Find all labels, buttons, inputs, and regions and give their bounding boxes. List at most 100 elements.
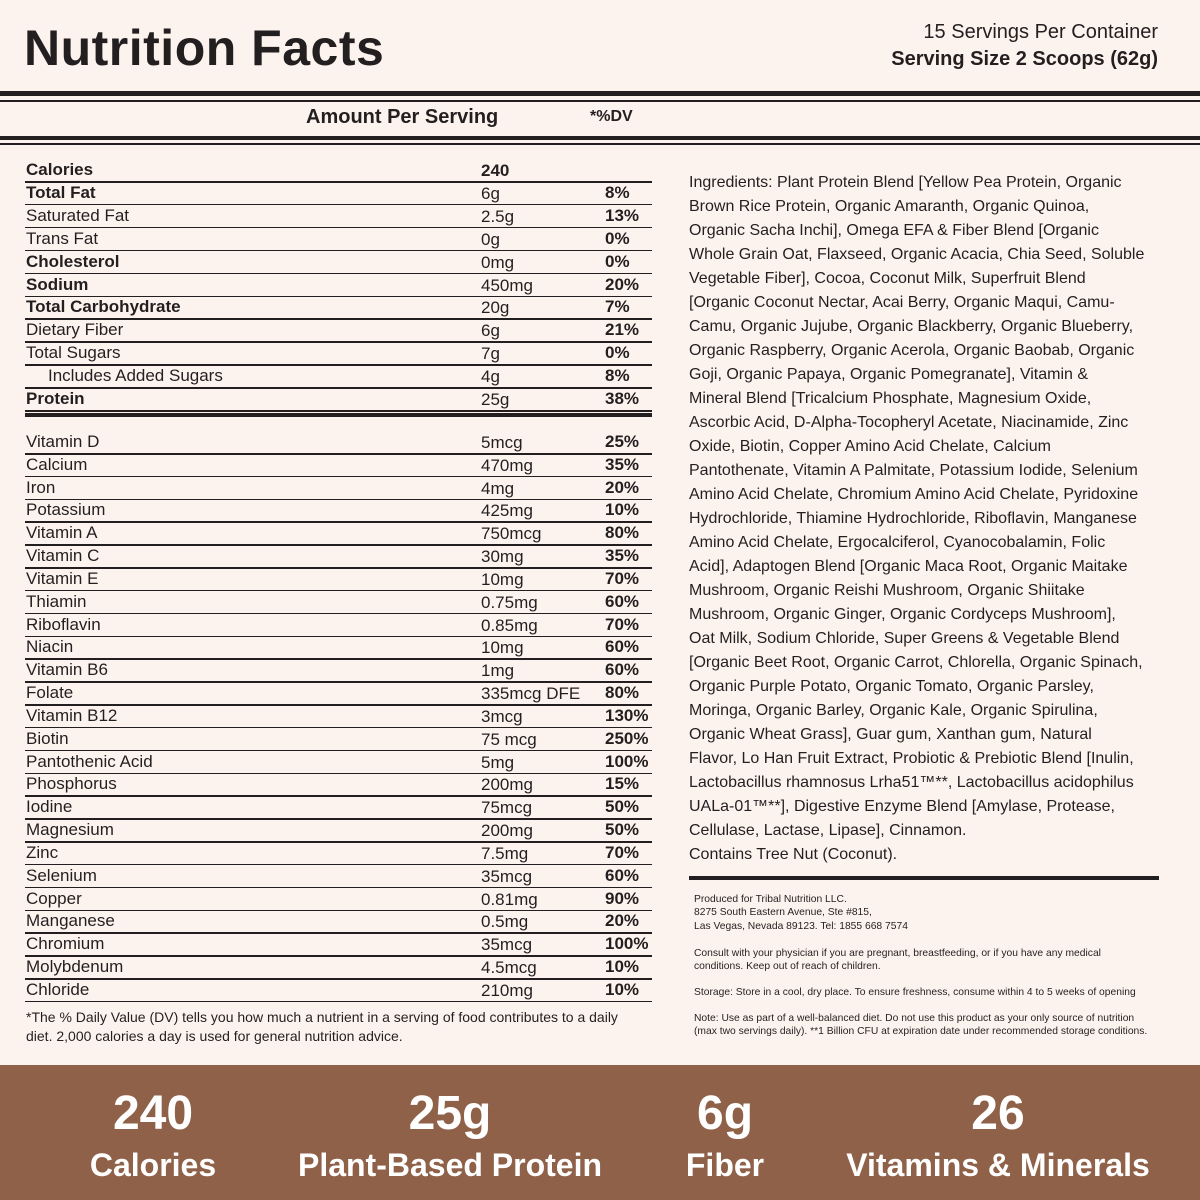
nutrient-name: Trans Fat [26, 228, 99, 248]
nutrient-amount: 0g [481, 229, 500, 249]
nutrient-name: Chloride [26, 979, 90, 999]
nutrient-amount: 10mg [481, 638, 524, 658]
row-rule [25, 589, 652, 592]
row-rule [25, 726, 652, 729]
nutrient-amount: 5mcg [481, 433, 523, 452]
nutrient-name: Riboflavin [26, 614, 101, 634]
nutrient-name: Vitamin B12 [26, 705, 118, 725]
rule [689, 876, 1159, 880]
row-rule [25, 909, 652, 912]
nutrient-name: Thiamin [26, 591, 87, 611]
nutrient-dv: 70% [605, 568, 640, 588]
nutrient-name: Vitamin D [26, 432, 100, 451]
note-line: Consult with your physician if you are p… [694, 948, 1101, 959]
stat-label: Vitamins & Minerals [846, 1147, 1150, 1183]
nutrient-dv: 60% [605, 660, 640, 680]
ingredients-line: Acid], Adaptogen Blend [Organic Maca Roo… [689, 558, 1128, 575]
nutrient-amount: 335mcg DFE [481, 684, 581, 704]
row-rule [25, 863, 652, 866]
row-rule [25, 841, 652, 843]
ingredients-line: Camu, Organic Jujube, Organic Blackberry… [689, 318, 1134, 335]
row-rule [25, 612, 652, 615]
ingredients-line: Organic Raspberry, Organic Acerola, Orga… [689, 342, 1135, 359]
nutrient-dv: 90% [605, 888, 640, 908]
row-rule [25, 475, 652, 478]
row-rule [25, 681, 652, 683]
nutrient-dv: 10% [605, 500, 640, 520]
ingredients-line: Pantothenate, Vitamin A Palmitate, Potas… [689, 462, 1138, 479]
ingredients-line: Mushroom, Organic Reishi Mushroom, Organ… [689, 582, 1085, 599]
row-rule [25, 364, 652, 366]
row-rule [25, 521, 652, 523]
stats-band [0, 1065, 1200, 1200]
nutrient-amount: 6g [481, 321, 500, 341]
nutrient-amount: 75mcg [481, 798, 533, 818]
nutrient-dv: 20% [605, 274, 640, 294]
nutrient-dv: 38% [605, 389, 640, 408]
nutrient-dv: 13% [605, 205, 640, 225]
stat-label: Calories [89, 1147, 217, 1183]
ingredients-line: Whole Grain Oat, Flaxseed, Organic Acaci… [689, 246, 1145, 263]
nutrient-name: Copper [26, 888, 82, 908]
ingredients-line: UALa-01™**], Digestive Enzyme Blend [Amy… [689, 798, 1115, 815]
nutrient-amount: 25g [481, 390, 510, 409]
nutrient-name: Total Carbohydrate [26, 297, 181, 317]
nutrient-dv: 250% [605, 728, 649, 748]
nutrient-amount: 0.75mg [481, 592, 538, 612]
nutrient-name: Sodium [26, 274, 89, 294]
row-rule [25, 795, 652, 797]
nutrient-name: Biotin [26, 728, 69, 748]
stat-label: Fiber [685, 1147, 765, 1183]
rule [0, 100, 1200, 102]
nutrient-amount: 240 [481, 161, 510, 180]
row-rule [25, 453, 652, 455]
nutrient-amount: 2.5g [481, 206, 515, 226]
nutrient-name: Molybdenum [26, 957, 124, 977]
nutrient-name: Total Fat [26, 182, 96, 202]
row-rule [25, 341, 652, 343]
nutrient-name: Chromium [26, 934, 105, 954]
nutrient-dv: 70% [605, 614, 640, 634]
ingredients-line: Organic Purple Potato, Organic Tomato, O… [689, 678, 1094, 695]
nutrient-dv: 8% [605, 182, 630, 202]
stat-value: 25g [408, 1087, 492, 1140]
nutrient-name: Phosphorus [26, 774, 117, 794]
nutrient-amount: 200mg [481, 775, 533, 795]
nutrient-amount: 30mg [481, 547, 524, 567]
servings: 15 Servings Per Container [923, 21, 1158, 43]
note-line: Storage: Store in a cool, dry place. To … [694, 987, 1136, 998]
nutrient-dv: 25% [605, 432, 640, 451]
nutrient-dv: 10% [605, 957, 640, 977]
nutrient-amount: 0mg [481, 252, 515, 272]
rule [25, 413, 652, 417]
nutrient-dv: 100% [605, 934, 649, 954]
nutrient-name: Iodine [26, 797, 73, 817]
nutrient-name: Vitamin B6 [26, 660, 108, 680]
nutrient-amount: 35mcg [481, 866, 533, 886]
nutrient-amount: 6g [481, 183, 500, 203]
nutrient-dv: 8% [605, 366, 630, 386]
note-line: Note: Use as part of a well-balanced die… [694, 1013, 1135, 1024]
nutrient-dv: 20% [605, 477, 640, 497]
row-rule [25, 544, 652, 546]
row-rule [25, 567, 652, 569]
rule [0, 136, 1200, 140]
allergen: Contains Tree Nut (Coconut). [689, 846, 898, 863]
amount-header: Amount Per Serving [306, 106, 499, 128]
ingredients-line: Ingredients: Plant Protein Blend [Yellow… [689, 174, 1122, 191]
nutrient-name: Niacin [26, 637, 74, 657]
nutrient-amount: 75 mcg [481, 729, 537, 749]
nutrient-name: Zinc [26, 842, 59, 862]
nutrient-dv: 80% [605, 683, 640, 703]
ingredients-line: Organic Wheat Grass], Guar gum, Xanthan … [689, 726, 1092, 743]
row-rule [25, 818, 652, 820]
nutrient-name: Iron [26, 477, 56, 497]
nutrient-dv: 80% [605, 523, 640, 543]
ingredients-line: Brown Rice Protein, Organic Amaranth, Or… [689, 198, 1090, 215]
row-rule [25, 498, 652, 501]
footnote: diet. 2,000 calories a day is used for g… [26, 1028, 403, 1044]
ingredients-line: Mineral Blend [Tricalcium Phosphate, Mag… [689, 390, 1092, 407]
nutrient-amount: 35mcg [481, 935, 533, 955]
ingredients-line: Amino Acid Chelate, Chromium Amino Acid … [689, 486, 1139, 503]
